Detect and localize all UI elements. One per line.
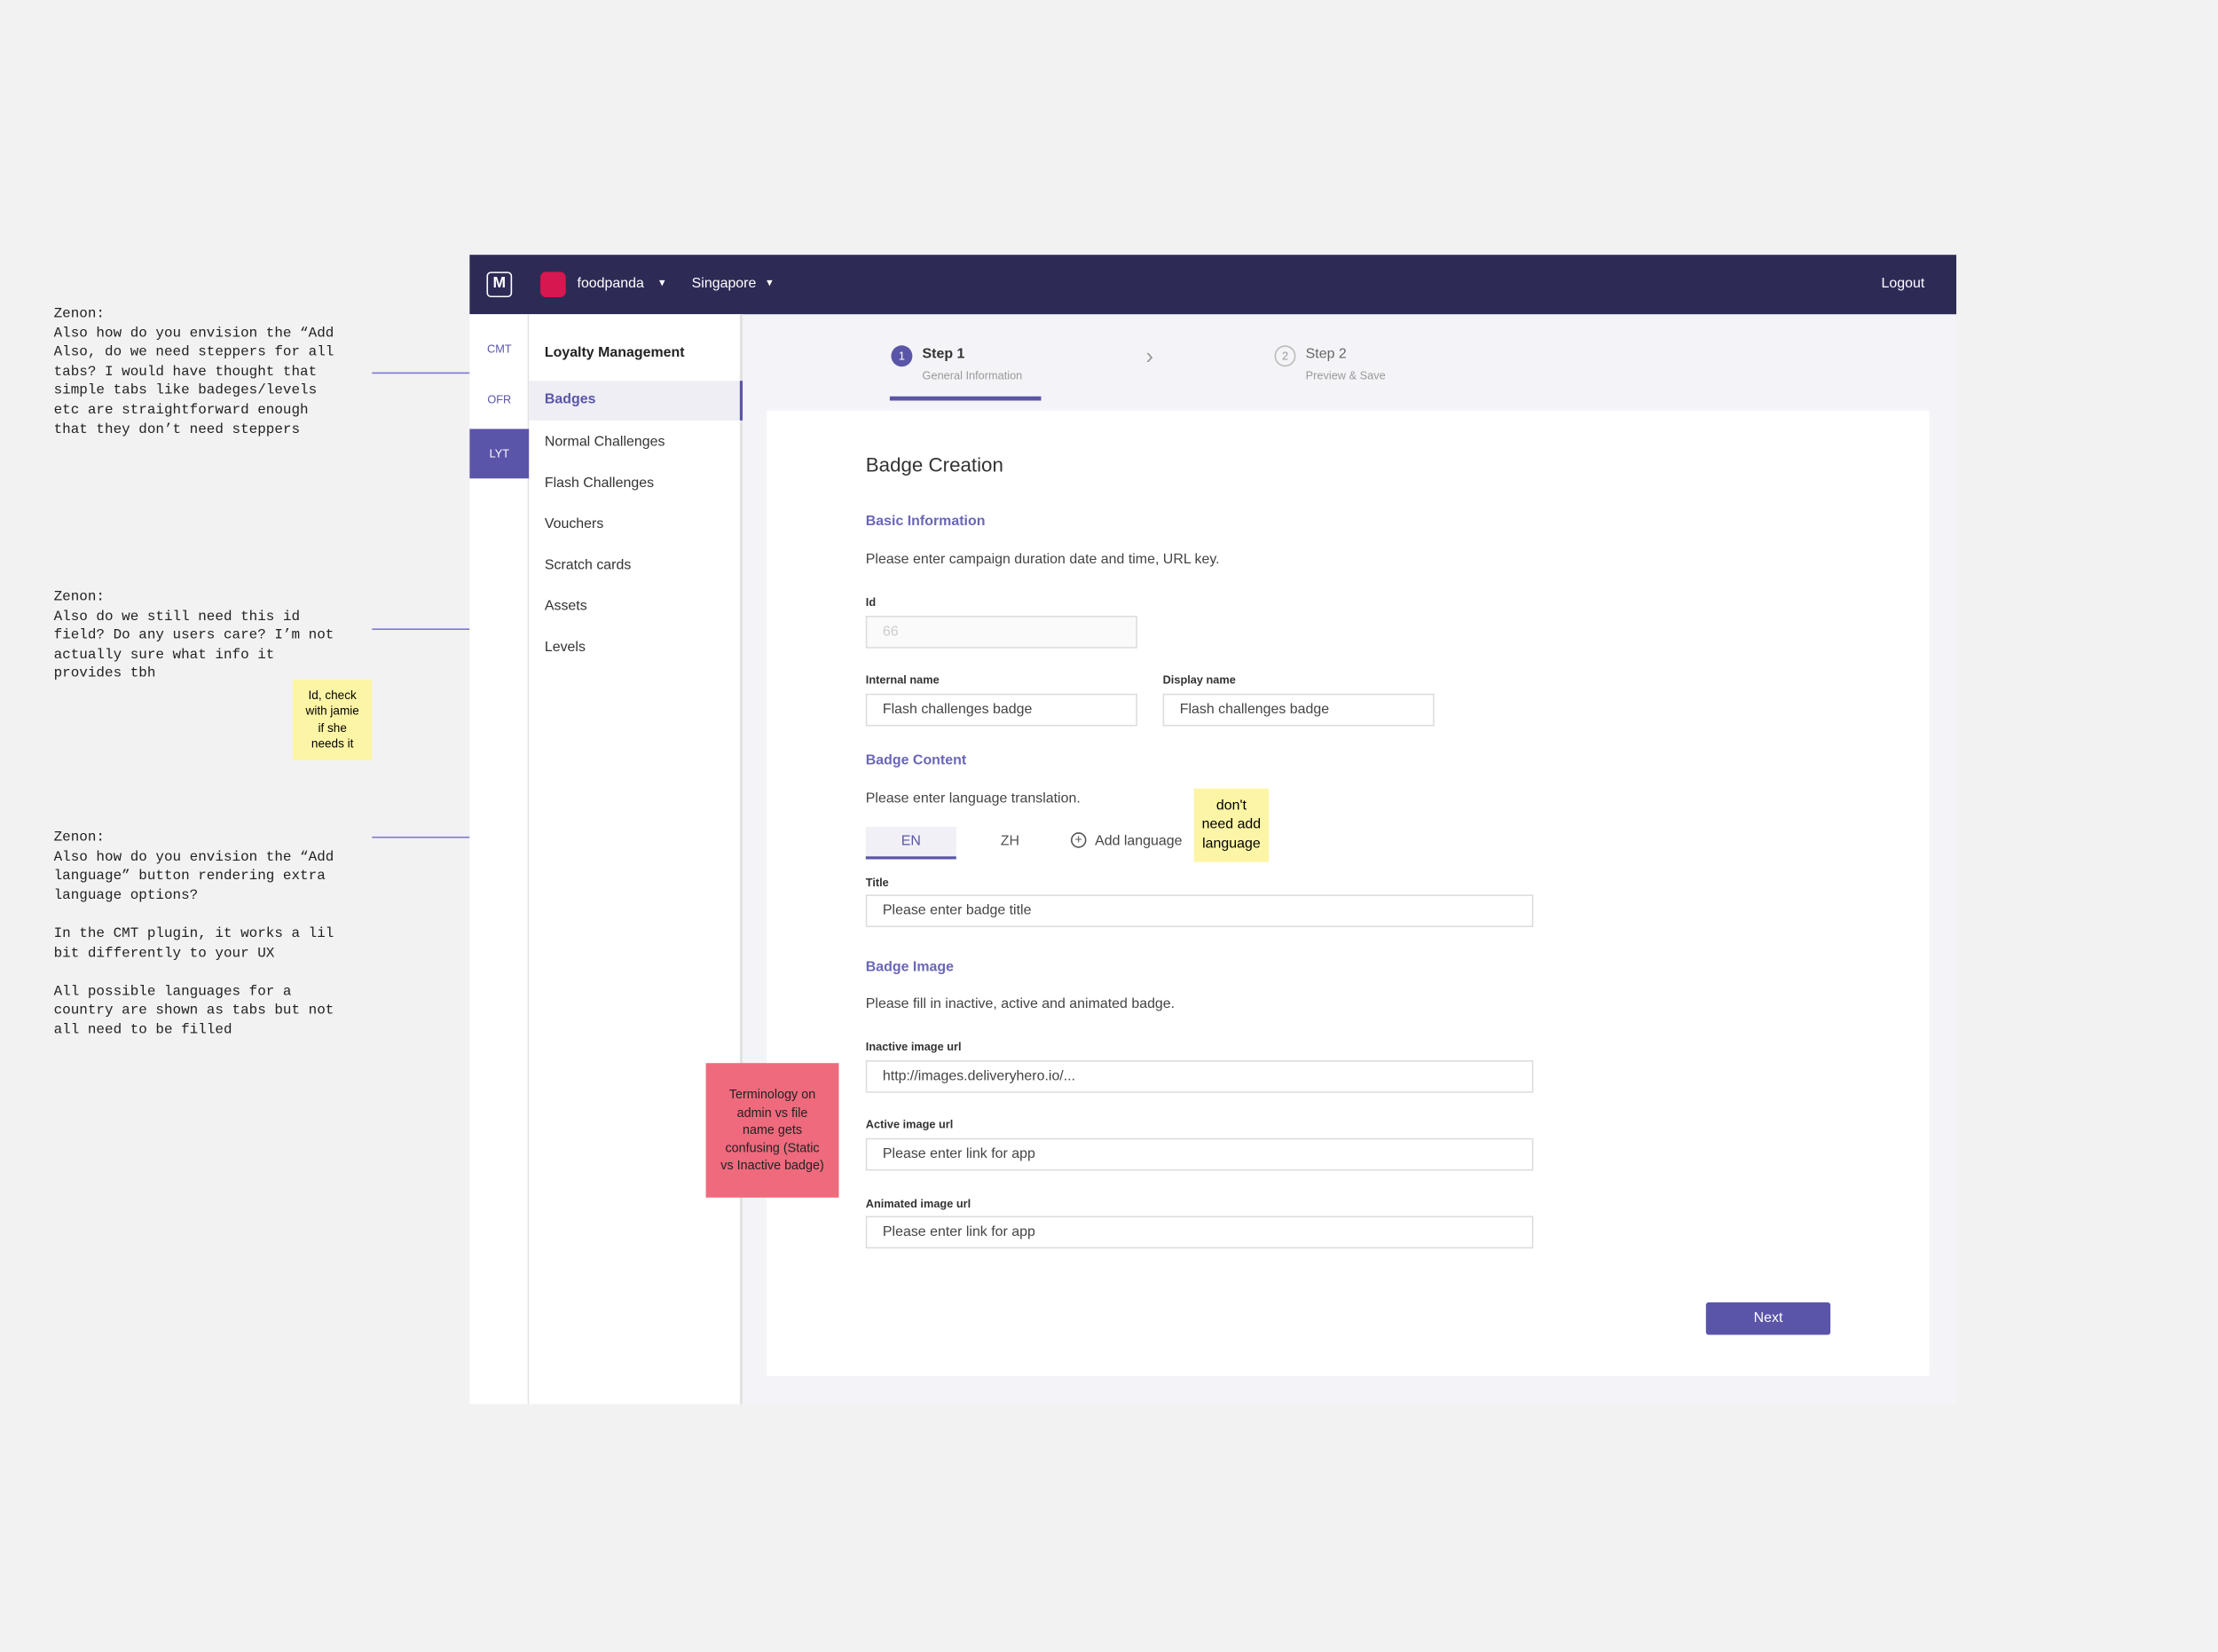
sticky-note: don't need add language <box>1193 788 1270 862</box>
caret: ▾ <box>658 276 665 289</box>
form-title: Badge Creation <box>865 452 1003 476</box>
sidebar-title: Loyalty Management <box>544 345 685 361</box>
section-desc: Please enter language translation. <box>865 791 1081 807</box>
internal-name-input[interactable]: Flash challenges badge <box>865 693 1137 727</box>
step-label[interactable]: Step 2 <box>1305 346 1347 363</box>
step-number: 2 <box>1274 345 1296 367</box>
add-icon: + <box>1070 832 1087 848</box>
sidebar-item[interactable]: Normal Challenges <box>544 434 665 451</box>
sidebar-item[interactable]: Scratch cards <box>544 557 632 574</box>
section-desc: Please fill in inactive, active and anim… <box>865 996 1176 1012</box>
field-label: Inactive image url <box>865 1040 962 1054</box>
sidebar-item[interactable]: Assets <box>544 598 587 615</box>
step-sub: General Information <box>922 369 1023 382</box>
section-heading: Badge Content <box>865 752 967 769</box>
id-input[interactable]: 66 <box>865 616 1137 649</box>
chevron: › <box>1145 345 1153 370</box>
animated-input[interactable]: Please enter link for app <box>865 1215 1534 1249</box>
note: Zenon: Also how do you envision the “Add… <box>53 307 334 438</box>
section-desc: Please enter campaign duration date and … <box>865 552 1220 568</box>
sidebar-item[interactable]: Vouchers <box>544 516 604 532</box>
rail-item[interactable]: CMT <box>486 342 512 356</box>
field-label: Active image url <box>865 1118 954 1131</box>
field-label: Internal name <box>865 673 940 687</box>
step-sub: Preview & Save <box>1305 369 1386 382</box>
field-label: Animated image url <box>865 1197 971 1211</box>
language-tab[interactable]: ZH <box>1000 833 1020 850</box>
inactive-input[interactable]: http://images.deliveryhero.io/... <box>865 1060 1534 1093</box>
sticky-note: Terminology on admin vs file name gets c… <box>705 1063 839 1198</box>
logo[interactable]: M <box>486 271 513 298</box>
top-bar: M foodpanda ▾ Singapore ▾ Logout <box>469 255 1957 315</box>
step-label[interactable]: Step 1 <box>922 346 965 363</box>
brand-icon <box>540 271 566 298</box>
note: Zenon: Also do we still need this id fie… <box>53 590 334 683</box>
title-input[interactable]: Please enter badge title <box>865 894 1534 928</box>
next-button[interactable]: Next <box>1705 1302 1831 1335</box>
display-name-input[interactable]: Flash challenges badge <box>1162 693 1435 727</box>
rail: CMT OFR LYT <box>469 314 530 1404</box>
region[interactable]: Singapore <box>691 276 757 292</box>
field-label: Display name <box>1162 673 1236 687</box>
language-tab[interactable]: EN <box>865 826 956 860</box>
note: Zenon: Also how do you envision the “Add… <box>53 830 334 1039</box>
add-language[interactable]: Add language <box>1095 833 1183 850</box>
step-number: 1 <box>891 345 913 367</box>
active-input[interactable]: Please enter link for app <box>865 1137 1534 1171</box>
sidebar-item[interactable]: Badges <box>544 391 596 408</box>
rail-item[interactable]: OFR <box>487 393 512 406</box>
form-card: Badge Creation Basic Information Please … <box>767 410 1930 1376</box>
section-heading: Badge Image <box>865 959 955 976</box>
brand[interactable]: foodpanda <box>577 276 644 292</box>
caret: ▾ <box>767 276 773 289</box>
field-label: Id <box>865 595 877 610</box>
sidebar-item[interactable]: Flash Challenges <box>544 476 655 492</box>
field-label: Title <box>865 876 889 889</box>
section-heading: Basic Information <box>865 514 986 530</box>
sidebar-active <box>529 381 743 421</box>
sidebar: Loyalty Management Badges Normal Challen… <box>529 314 743 1404</box>
sticky-note: Id, check with jamie if she needs it <box>293 679 373 760</box>
logout[interactable]: Logout <box>1881 276 1925 292</box>
sidebar-item[interactable]: Levels <box>544 640 586 656</box>
step-indicator <box>889 396 1042 401</box>
rail-item[interactable]: LYT <box>469 429 530 479</box>
app: M foodpanda ▾ Singapore ▾ Logout CMT OFR… <box>469 255 1957 1404</box>
